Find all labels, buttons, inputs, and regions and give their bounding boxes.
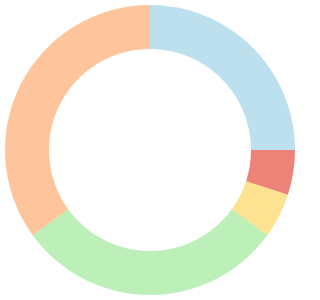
donut-segment — [150, 5, 295, 150]
chart — [4, 5, 295, 296]
donut-segment — [4, 5, 151, 236]
donut-segment — [32, 209, 268, 296]
page: {"chart_data": {"type": "doughnut", "val… — [4, 5, 295, 296]
donut-segment — [231, 181, 288, 236]
donut-segment — [246, 150, 295, 195]
